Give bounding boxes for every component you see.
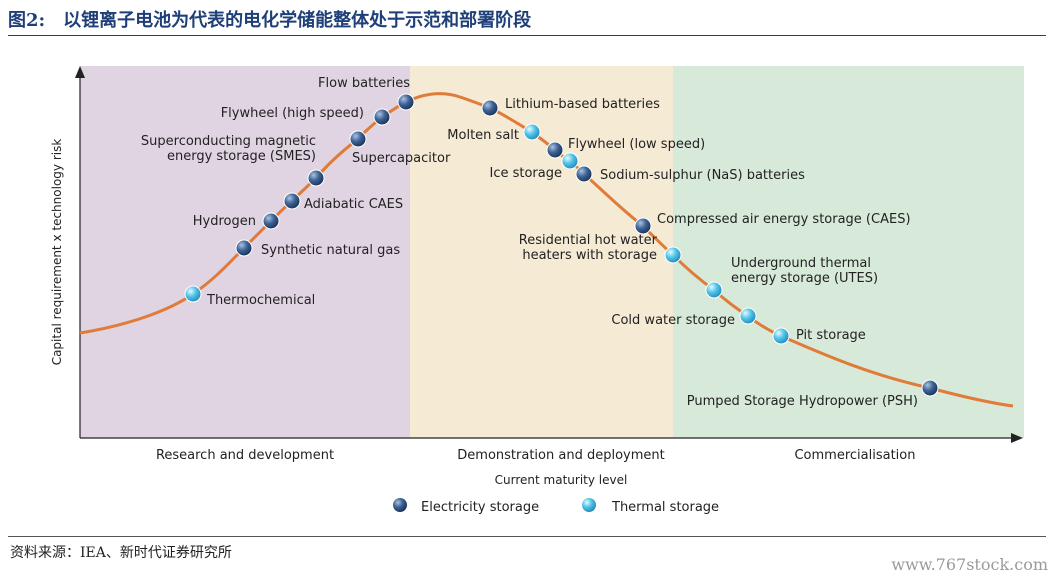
technology-marker: [772, 327, 790, 345]
phase-band: [673, 66, 1024, 438]
technology-marker: [481, 99, 499, 117]
technology-label: Thermochemical: [206, 293, 315, 308]
figure-title-text: 以锂离子电池为代表的电化学储能整体处于示范和部署阶段: [63, 10, 532, 31]
technology-label: Supercapacitor: [352, 151, 451, 166]
technology-marker: [921, 379, 939, 397]
technology-label: Hydrogen: [193, 214, 256, 229]
technology-marker: [235, 239, 253, 257]
phase-band: [410, 66, 673, 438]
source-rule: [8, 536, 1046, 537]
technology-label: Cold water storage: [611, 313, 735, 328]
y-axis-arrowhead: [75, 66, 85, 78]
technology-marker: [705, 281, 723, 299]
technology-label: Residential hot water heaters with storag…: [519, 233, 658, 263]
technology-label: Synthetic natural gas: [261, 243, 400, 258]
technology-marker: [546, 141, 564, 159]
technology-label: Flywheel (high speed): [221, 106, 364, 121]
technology-marker: [262, 212, 280, 230]
technology-label: Compressed air energy storage (CAES): [657, 212, 911, 227]
legend-thermal-label: Thermal storage: [611, 500, 719, 515]
technology-marker: [523, 123, 541, 141]
y-axis-label: Capital requirement x technology risk: [50, 139, 64, 366]
technology-marker: [373, 108, 391, 126]
phase-label: Demonstration and deployment: [457, 448, 664, 463]
watermark: www.767stock.com: [891, 555, 1048, 574]
legend-electricity-label: Electricity storage: [421, 500, 539, 515]
technology-marker: [184, 285, 202, 303]
technology-marker: [397, 93, 415, 111]
technology-marker: [283, 192, 301, 210]
figure-title: 图2: 以锂离子电池为代表的电化学储能整体处于示范和部署阶段: [8, 6, 531, 32]
technology-marker: [561, 152, 579, 170]
legend-electricity-marker: [393, 498, 407, 512]
legend-thermal-marker: [582, 498, 596, 512]
technology-label: Flow batteries: [318, 76, 410, 91]
technology-marker: [575, 165, 593, 183]
phase-label: Commercialisation: [794, 448, 915, 463]
phase-label: Research and development: [156, 448, 334, 463]
technology-label: Superconducting magnetic energy storage (…: [141, 134, 316, 164]
technology-label: Sodium-sulphur (NaS) batteries: [600, 168, 805, 183]
technology-marker: [634, 217, 652, 235]
technology-marker: [664, 246, 682, 264]
technology-label: Flywheel (low speed): [568, 137, 705, 152]
technology-marker: [349, 130, 367, 148]
technology-marker: [739, 307, 757, 325]
source-note: 资料来源：IEA、新时代证券研究所: [10, 545, 232, 561]
figure-number: 图2:: [8, 10, 46, 31]
x-axis-label: Current maturity level: [495, 473, 628, 487]
technology-label: Pumped Storage Hydropower (PSH): [687, 394, 918, 409]
technology-label: Adiabatic CAES: [304, 197, 403, 212]
technology-label: Lithium-based batteries: [505, 97, 660, 112]
technology-label: Ice storage: [490, 166, 563, 181]
technology-marker: [307, 169, 325, 187]
technology-label: Molten salt: [447, 128, 519, 143]
x-axis-arrowhead: [1011, 433, 1023, 443]
technology-label: Underground thermal energy storage (UTES): [731, 256, 878, 286]
maturity-curve-diagram: Thermochemical Synthetic natural gas Hydro…: [50, 66, 1024, 515]
title-rule: [8, 35, 1046, 36]
technology-label: Pit storage: [796, 328, 866, 343]
